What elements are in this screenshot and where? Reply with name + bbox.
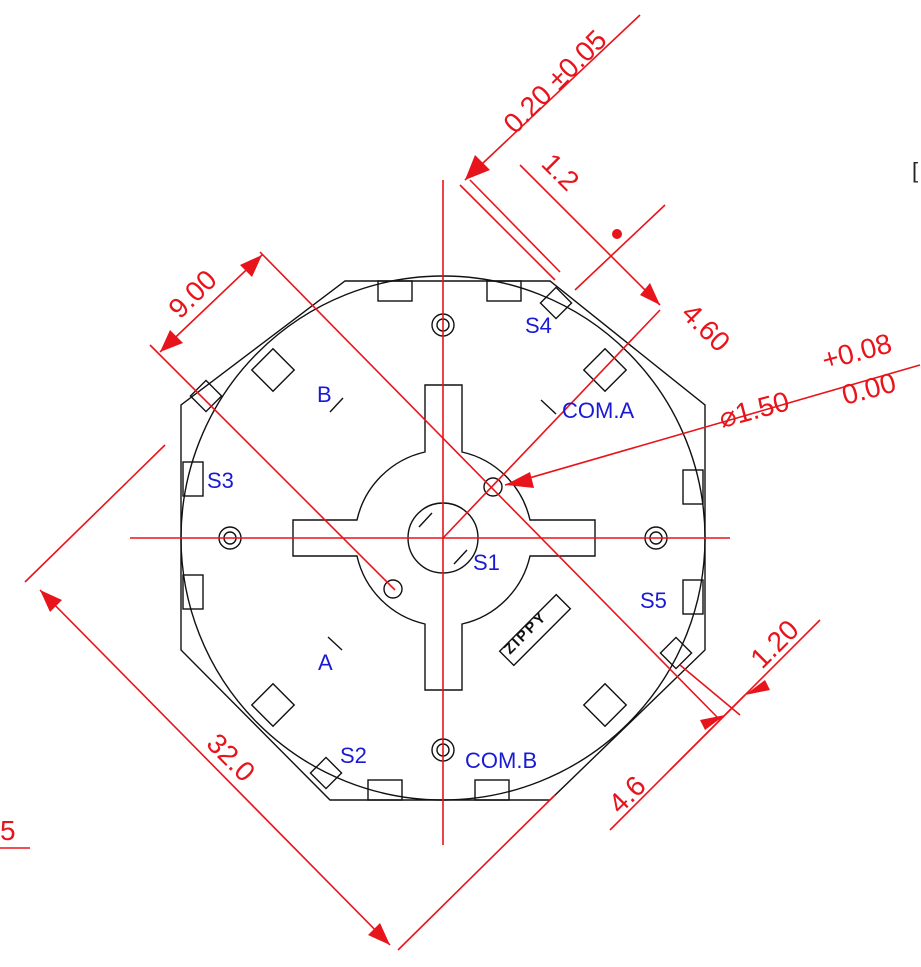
pin-label: A bbox=[318, 650, 333, 675]
pin-label: S1 bbox=[473, 550, 500, 575]
dimension: 5 bbox=[0, 815, 16, 846]
dimension: 0.00 bbox=[839, 367, 900, 411]
dimension: 9.00 bbox=[162, 264, 222, 324]
drawing: 0.20 ±0.05 1.2 9.00 4.60 +0.08 0.00 ⌀1.5… bbox=[0, 0, 921, 967]
dimension-texts: 0.20 ±0.05 1.2 9.00 4.60 +0.08 0.00 ⌀1.5… bbox=[0, 24, 918, 846]
dimension: 1.2 bbox=[536, 147, 585, 196]
logo: ZIPPY bbox=[501, 608, 551, 658]
dimension: 32.0 bbox=[201, 727, 261, 787]
dimension-lines bbox=[0, 15, 920, 950]
dimension: ⌀1.50 bbox=[716, 385, 793, 433]
dimension: 0.20 ±0.05 bbox=[497, 24, 612, 139]
pin-label: S2 bbox=[340, 743, 367, 768]
pin-label: S3 bbox=[207, 468, 234, 493]
dimension: 4.6 bbox=[602, 770, 651, 819]
pin-label: S5 bbox=[640, 588, 667, 613]
dimension: 4.60 bbox=[676, 297, 736, 357]
partial-mark: [ bbox=[912, 158, 918, 183]
pin-label: B bbox=[317, 382, 332, 407]
pin-label: COM.B bbox=[465, 748, 537, 773]
dimension: 1.20 bbox=[744, 614, 804, 674]
pin-label: COM.A bbox=[562, 398, 634, 423]
pin-label: S4 bbox=[525, 313, 552, 338]
